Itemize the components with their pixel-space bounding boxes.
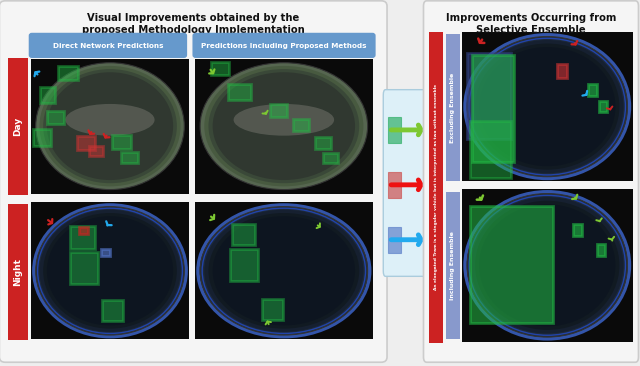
Bar bbox=[573, 224, 582, 236]
Text: Night: Night bbox=[13, 258, 22, 286]
Ellipse shape bbox=[471, 40, 623, 173]
Text: Including Ensemble: Including Ensemble bbox=[451, 231, 455, 300]
Bar bbox=[292, 119, 308, 131]
Bar bbox=[323, 153, 339, 163]
Bar bbox=[596, 244, 605, 256]
Ellipse shape bbox=[200, 206, 367, 335]
Ellipse shape bbox=[471, 197, 623, 333]
Bar bbox=[472, 55, 515, 162]
Bar bbox=[77, 137, 95, 150]
Bar bbox=[58, 67, 78, 80]
FancyBboxPatch shape bbox=[0, 1, 387, 362]
Bar bbox=[8, 58, 28, 195]
Bar bbox=[557, 64, 566, 78]
FancyBboxPatch shape bbox=[383, 90, 458, 276]
Bar bbox=[462, 32, 632, 181]
Bar bbox=[195, 202, 373, 339]
Ellipse shape bbox=[47, 72, 173, 180]
Bar bbox=[121, 152, 138, 163]
Bar bbox=[588, 83, 596, 96]
Text: An elongated Tram is a singular vehicle but is interpreted as two without ensemb: An elongated Tram is a singular vehicle … bbox=[434, 84, 438, 290]
Ellipse shape bbox=[47, 216, 173, 325]
Bar bbox=[388, 172, 401, 198]
Bar bbox=[211, 62, 229, 75]
Bar bbox=[79, 227, 88, 235]
Ellipse shape bbox=[479, 47, 616, 166]
Bar bbox=[47, 111, 64, 124]
Bar bbox=[70, 252, 99, 284]
Bar bbox=[89, 146, 103, 156]
Text: False
Positive: False Positive bbox=[432, 175, 463, 195]
Bar bbox=[195, 59, 373, 194]
Ellipse shape bbox=[475, 44, 620, 170]
Ellipse shape bbox=[43, 213, 177, 329]
Ellipse shape bbox=[467, 194, 627, 337]
Bar bbox=[102, 300, 123, 321]
Bar bbox=[230, 249, 259, 281]
Bar bbox=[599, 101, 607, 112]
FancyBboxPatch shape bbox=[193, 33, 376, 58]
Ellipse shape bbox=[212, 72, 355, 180]
Ellipse shape bbox=[36, 206, 184, 335]
Bar bbox=[262, 299, 283, 320]
Text: True
Positive: True Positive bbox=[432, 120, 463, 140]
Bar bbox=[232, 224, 255, 245]
Ellipse shape bbox=[467, 37, 627, 177]
Ellipse shape bbox=[209, 69, 359, 183]
Text: Predictions Including Proposed Methods: Predictions Including Proposed Methods bbox=[202, 42, 367, 49]
Bar bbox=[467, 53, 511, 139]
Bar bbox=[429, 32, 443, 343]
Bar bbox=[102, 249, 110, 257]
Bar bbox=[112, 135, 131, 149]
Ellipse shape bbox=[65, 104, 155, 136]
Ellipse shape bbox=[204, 66, 364, 186]
Bar bbox=[31, 202, 189, 339]
Ellipse shape bbox=[475, 201, 620, 330]
Bar bbox=[388, 227, 401, 253]
Bar bbox=[33, 129, 51, 146]
Bar bbox=[270, 104, 287, 117]
Text: Direct Network Predictions: Direct Network Predictions bbox=[52, 42, 163, 49]
Bar bbox=[388, 117, 401, 143]
Text: Improvements Occurring from
Selective Ensemble: Improvements Occurring from Selective En… bbox=[446, 12, 616, 35]
Bar bbox=[316, 137, 332, 149]
Bar bbox=[70, 225, 95, 249]
Text: Excluding Ensemble: Excluding Ensemble bbox=[451, 72, 455, 143]
Ellipse shape bbox=[43, 69, 177, 183]
Ellipse shape bbox=[234, 104, 334, 136]
Text: False
Negative: False Negative bbox=[432, 230, 468, 250]
Text: Day: Day bbox=[13, 117, 22, 136]
Bar bbox=[31, 59, 189, 194]
Bar bbox=[8, 203, 28, 340]
Bar bbox=[445, 34, 460, 181]
Bar bbox=[228, 83, 251, 100]
Ellipse shape bbox=[212, 216, 355, 325]
Ellipse shape bbox=[200, 63, 367, 190]
Ellipse shape bbox=[204, 210, 364, 332]
Bar bbox=[40, 87, 56, 103]
Bar bbox=[470, 206, 554, 323]
Ellipse shape bbox=[209, 213, 359, 329]
Bar bbox=[445, 192, 460, 339]
Ellipse shape bbox=[36, 63, 184, 190]
Ellipse shape bbox=[40, 210, 180, 332]
Text: Visual Improvements obtained by the
proposed Methodology Implementation: Visual Improvements obtained by the prop… bbox=[82, 12, 305, 35]
Ellipse shape bbox=[479, 204, 616, 326]
Ellipse shape bbox=[40, 66, 180, 186]
Bar bbox=[470, 121, 511, 178]
FancyBboxPatch shape bbox=[29, 33, 187, 58]
FancyBboxPatch shape bbox=[424, 1, 639, 362]
Bar bbox=[462, 189, 632, 341]
